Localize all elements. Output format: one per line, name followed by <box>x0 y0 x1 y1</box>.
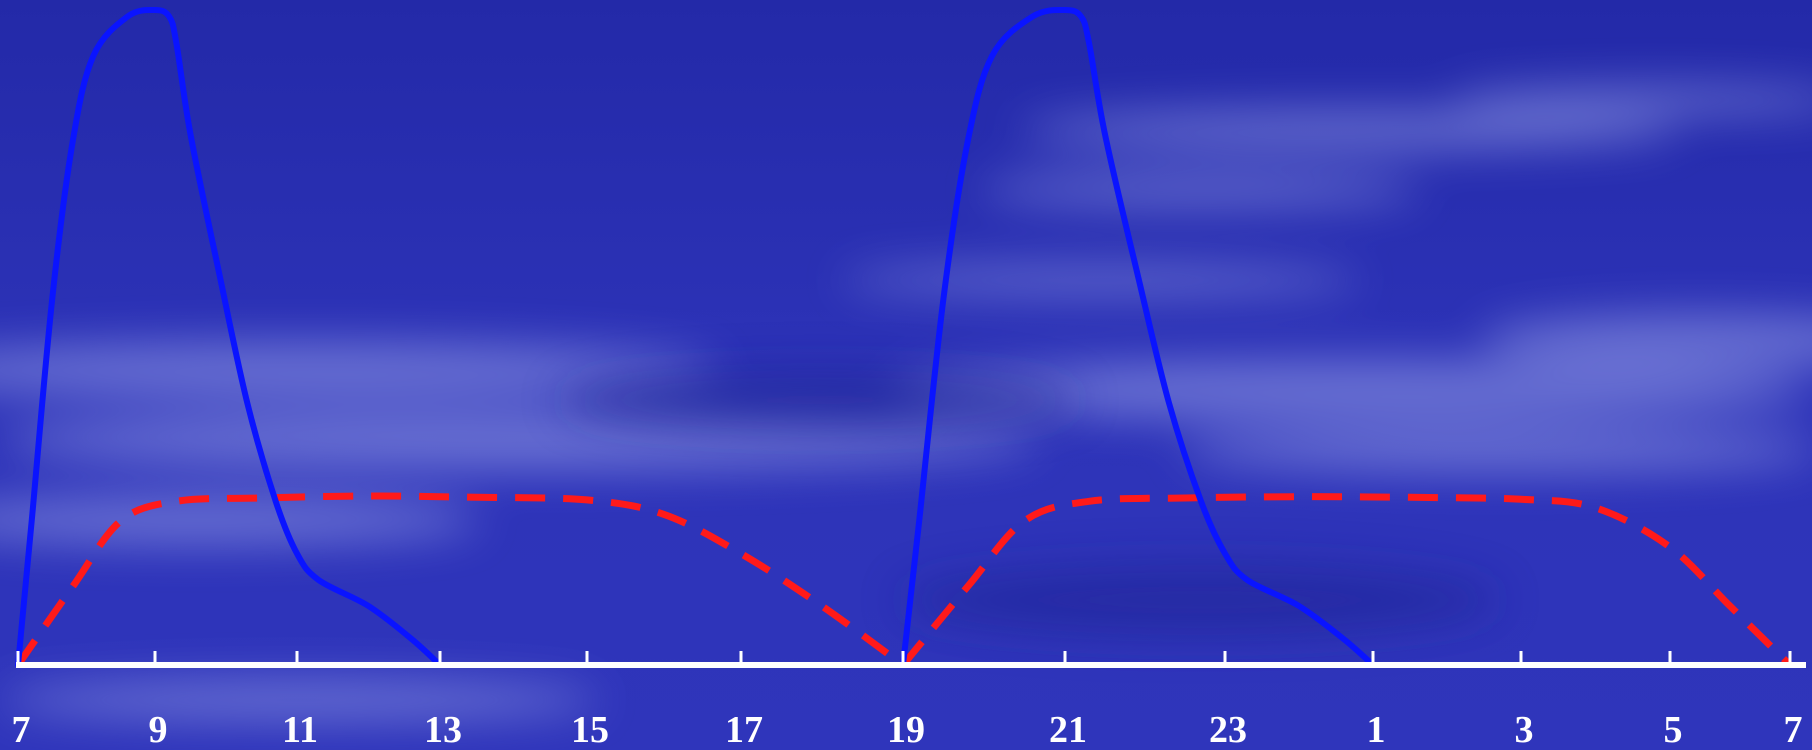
x-tick-label: 15 <box>571 709 609 750</box>
x-tick-label: 3 <box>1515 709 1534 750</box>
series-layer <box>15 6 1793 668</box>
x-tick-label: 23 <box>1209 709 1247 750</box>
x-tick-label: 11 <box>282 709 318 750</box>
x-tick-label: 17 <box>725 709 763 750</box>
x-tick-label: 7 <box>1784 709 1803 750</box>
x-tick-label: 5 <box>1664 709 1683 750</box>
x-tick-label: 13 <box>424 709 462 750</box>
solid-curve-1 <box>15 6 443 668</box>
solid-curve-2 <box>900 6 1376 668</box>
x-axis-ticks <box>16 651 1792 665</box>
x-tick-label: 9 <box>149 709 168 750</box>
x-tick-label: 21 <box>1049 709 1087 750</box>
x-tick-label: 7 <box>12 709 31 750</box>
x-tick-label: 1 <box>1367 709 1386 750</box>
dashed-curve-3 <box>15 492 906 668</box>
x-axis-tick-labels: 7 9 11 13 15 17 19 21 23 1 3 5 7 <box>12 709 1803 750</box>
x-tick-label: 19 <box>887 709 925 750</box>
